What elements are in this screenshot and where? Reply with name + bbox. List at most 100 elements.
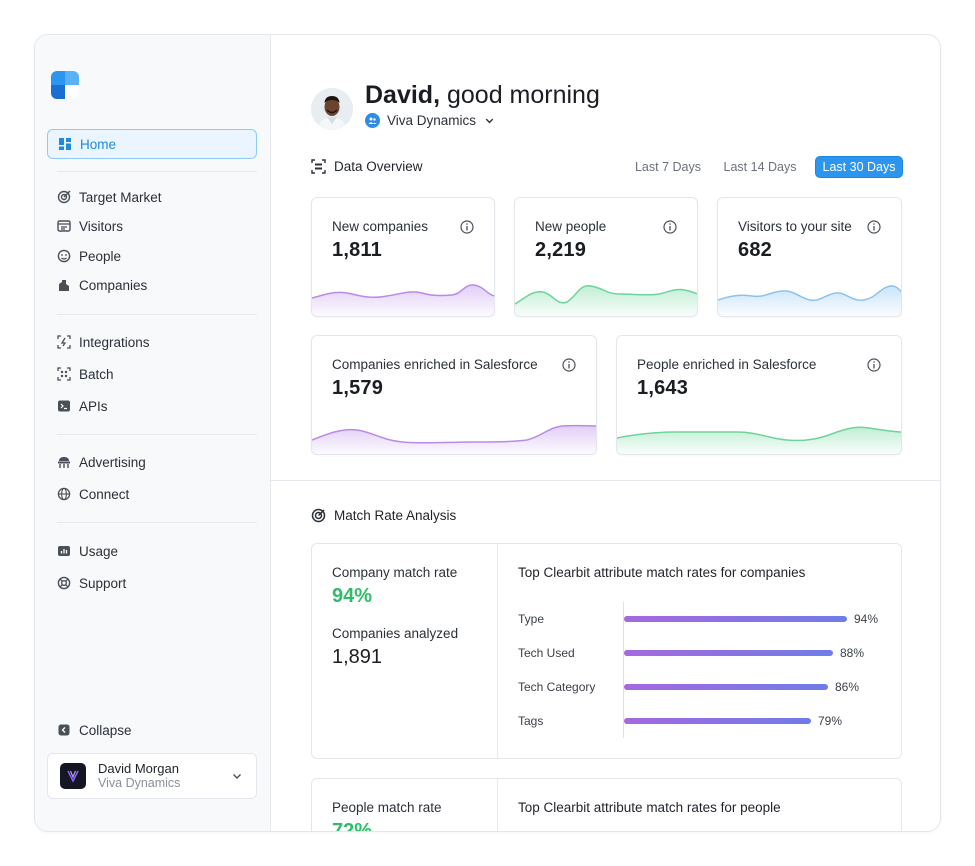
- info-icon[interactable]: [460, 220, 474, 234]
- stat-card-visitors[interactable]: Visitors to your site 682: [717, 197, 902, 317]
- sidebar-item-support[interactable]: Support: [47, 568, 257, 598]
- stat-label: Visitors to your site: [738, 219, 852, 234]
- sidebar-item-label: Target Market: [79, 189, 162, 205]
- sparkline: [718, 285, 901, 316]
- target-icon: [311, 508, 326, 523]
- sidebar-item-label: Connect: [79, 486, 130, 502]
- page-title: David, good morning: [365, 81, 600, 110]
- sidebar-item-integrations[interactable]: Integrations: [47, 327, 257, 357]
- range-last-7-days[interactable]: Last 7 Days: [634, 160, 701, 174]
- collapse-button[interactable]: Collapse: [47, 715, 257, 745]
- company-chart-title: Top Clearbit attribute match rates for c…: [518, 565, 806, 580]
- bar-value-label: 79%: [818, 714, 843, 728]
- sidebar-item-label: Home: [80, 136, 117, 152]
- greeting-name: David,: [365, 81, 441, 109]
- account-switcher[interactable]: David Morgan Viva Dynamics: [47, 753, 257, 799]
- sidebar-item-label: Visitors: [79, 218, 124, 234]
- org-name: Viva Dynamics: [387, 113, 477, 128]
- stat-value: 1,643: [637, 377, 689, 399]
- sidebar-item-home[interactable]: Home: [47, 129, 257, 159]
- sidebar-item-connect[interactable]: Connect: [47, 479, 257, 509]
- sparkline: [312, 424, 596, 454]
- people-match-summary: People match rate 72%: [312, 779, 498, 832]
- people-match-card: People match rate 72% Top Clearbit attri…: [311, 778, 902, 832]
- org-logo-icon: [60, 763, 86, 789]
- clearbit-logo-icon[interactable]: [51, 71, 79, 99]
- section-title-text: Match Rate Analysis: [334, 508, 457, 523]
- user-org: Viva Dynamics: [98, 776, 181, 790]
- stat-card-new-companies[interactable]: New companies 1,811: [311, 197, 495, 317]
- people-match-rate: 72%: [332, 820, 373, 832]
- bar-label: Tech Used: [518, 646, 575, 660]
- sidebar-item-apis[interactable]: APIs: [47, 391, 257, 421]
- app-window: Home Target Market Visitors People Com: [34, 34, 941, 832]
- stat-card-companies-salesforce[interactable]: Companies enriched in Salesforce 1,579: [311, 335, 597, 455]
- stat-value: 1,811: [332, 239, 382, 261]
- sidebar-item-label: Usage: [79, 543, 119, 559]
- batch-icon: [57, 367, 71, 381]
- support-icon: [57, 576, 71, 590]
- greeting-text: good morning: [446, 81, 600, 109]
- company-match-summary: Company match rate 94% Companies analyze…: [312, 544, 498, 758]
- user-avatar[interactable]: [311, 88, 353, 130]
- bar[interactable]: [624, 616, 847, 622]
- sparkline: [515, 285, 697, 316]
- sidebar-item-label: APIs: [79, 398, 108, 414]
- bar-value-label: 94%: [854, 612, 879, 626]
- bar-label: Tags: [518, 714, 544, 728]
- sidebar-item-usage[interactable]: Usage: [47, 536, 257, 566]
- sparkline: [617, 426, 901, 454]
- sidebar-divider: [57, 171, 257, 172]
- usage-icon: [57, 544, 71, 558]
- terminal-icon: [57, 399, 71, 413]
- bar[interactable]: [624, 684, 828, 690]
- sidebar-item-companies[interactable]: Companies: [47, 270, 257, 300]
- sidebar-item-label: Companies: [79, 277, 148, 293]
- chevron-down-icon: [233, 774, 241, 779]
- companies-analyzed-label: Companies analyzed: [332, 626, 459, 641]
- stat-label: Companies enriched in Salesforce: [332, 357, 538, 372]
- people-icon: [57, 249, 71, 263]
- people-chart-title: Top Clearbit attribute match rates for p…: [518, 800, 781, 815]
- visitors-icon: [57, 219, 71, 233]
- info-icon[interactable]: [867, 220, 881, 234]
- bar-label: Tech Category: [518, 680, 596, 694]
- sidebar-item-label: Advertising: [79, 454, 146, 470]
- collapse-label: Collapse: [79, 722, 132, 738]
- bar-value-label: 88%: [840, 646, 865, 660]
- match-rate-title: Match Rate Analysis: [311, 508, 456, 523]
- people-match-rate-label: People match rate: [332, 800, 442, 815]
- info-icon[interactable]: [562, 358, 576, 372]
- sidebar-item-visitors[interactable]: Visitors: [47, 211, 257, 241]
- sidebar-item-batch[interactable]: Batch: [47, 359, 257, 389]
- scan-icon: [311, 159, 326, 174]
- stat-card-new-people[interactable]: New people 2,219: [514, 197, 698, 317]
- chevron-down-icon: [485, 118, 494, 124]
- range-last-30-days[interactable]: Last 30 Days: [815, 156, 903, 178]
- bar[interactable]: [624, 650, 833, 656]
- stat-value: 2,219: [535, 239, 587, 261]
- sidebar-item-label: Integrations: [79, 334, 150, 350]
- sidebar-item-advertising[interactable]: Advertising: [47, 447, 257, 477]
- main-content: David, good morning Viva Dynamics Data O…: [271, 35, 940, 831]
- org-selector[interactable]: Viva Dynamics: [365, 113, 496, 128]
- globe-icon: [57, 487, 71, 501]
- stat-card-people-salesforce[interactable]: People enriched in Salesforce 1,643: [616, 335, 902, 455]
- user-name: David Morgan: [98, 761, 179, 776]
- bar[interactable]: [624, 718, 811, 724]
- target-icon: [57, 190, 71, 204]
- companies-icon: [57, 278, 71, 292]
- info-icon[interactable]: [867, 358, 881, 372]
- data-overview-title: Data Overview: [311, 159, 423, 174]
- sidebar-item-people[interactable]: People: [47, 241, 257, 271]
- stat-label: People enriched in Salesforce: [637, 357, 817, 372]
- company-match-rate-label: Company match rate: [332, 565, 458, 580]
- companies-analyzed-count: 1,891: [332, 646, 383, 668]
- home-icon: [58, 137, 72, 151]
- range-last-14-days[interactable]: Last 14 Days: [723, 160, 797, 174]
- team-icon: [365, 113, 380, 128]
- stat-label: New people: [535, 219, 607, 234]
- sidebar-item-target-market[interactable]: Target Market: [47, 182, 257, 212]
- info-icon[interactable]: [663, 220, 677, 234]
- collapse-icon: [57, 723, 71, 737]
